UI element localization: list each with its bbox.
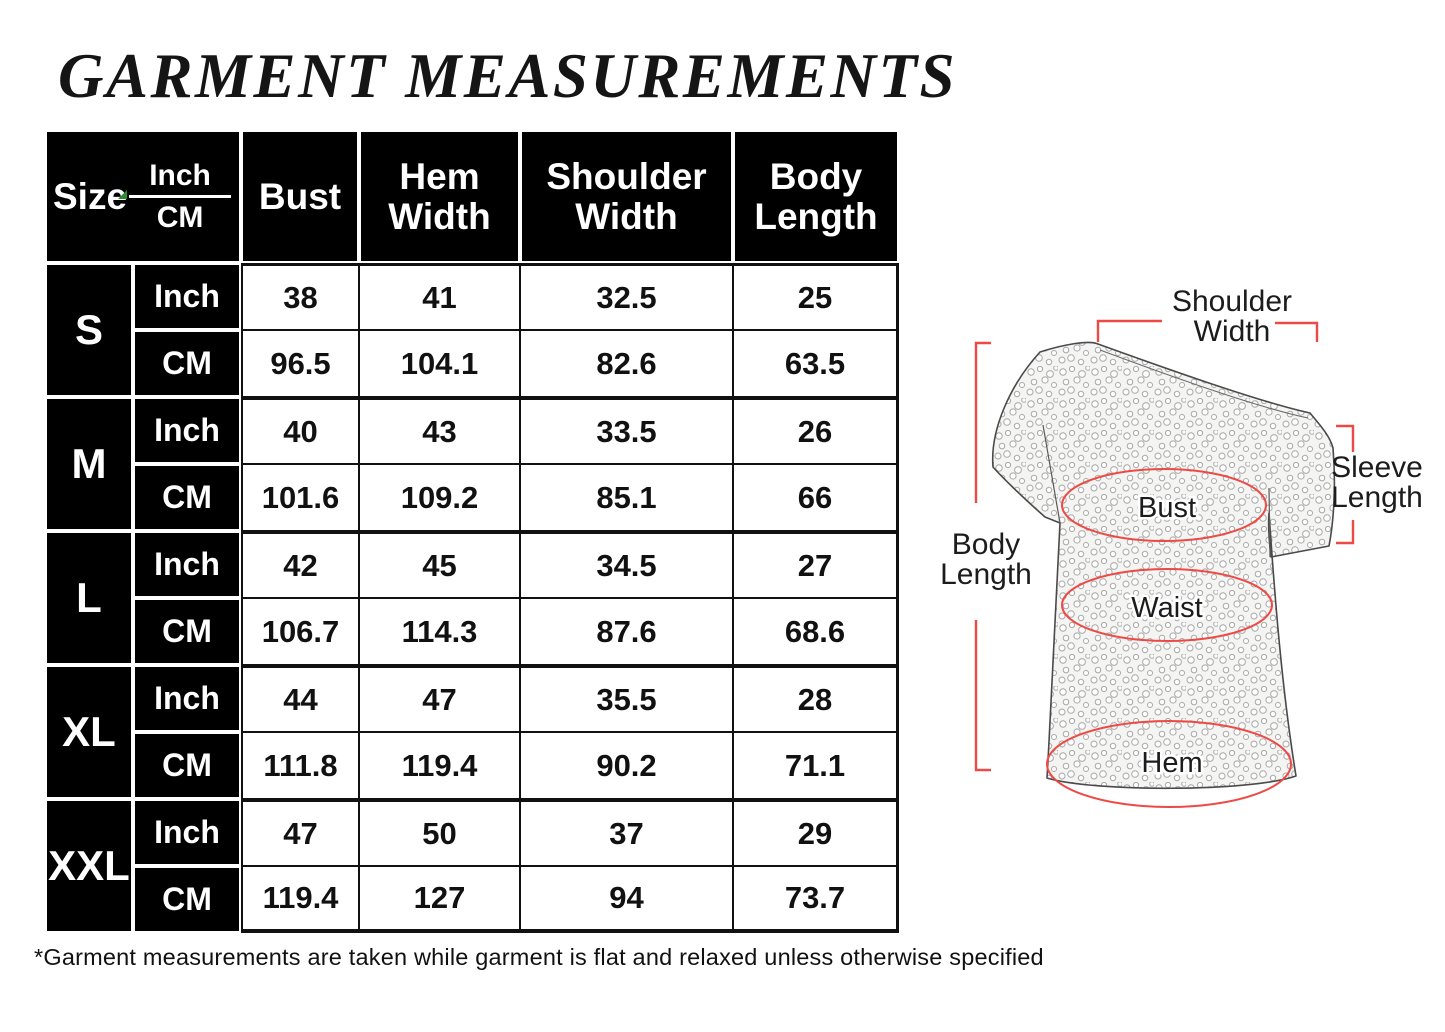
sleeve-length-bracket-bottom xyxy=(1336,520,1355,545)
sleeve-length-bracket-top xyxy=(1336,424,1355,452)
table-cell: 29 xyxy=(733,799,899,866)
size-cell: XXL xyxy=(45,799,133,933)
table-cell: 44 xyxy=(241,665,359,732)
table-cell: 38 xyxy=(241,263,359,330)
column-header-bust: Bust xyxy=(241,130,359,263)
collar-line xyxy=(1099,349,1309,419)
fraction-divider xyxy=(118,190,231,199)
table-cell: 66 xyxy=(733,464,899,531)
table-cell: 32.5 xyxy=(520,263,733,330)
bust-ellipse xyxy=(1061,468,1267,542)
header-size-unit-cell: Size Inch CM xyxy=(45,130,241,263)
table-cell: 109.2 xyxy=(359,464,520,531)
size-cell: XL xyxy=(45,665,133,799)
shoulder-width-label-line2: Width xyxy=(1194,315,1271,348)
size-cell: S xyxy=(45,263,133,397)
unit-cell: Inch xyxy=(133,665,241,732)
table-cell: 73.7 xyxy=(733,866,899,933)
shoulder-width-bracket-right xyxy=(1275,321,1319,342)
unit-cell: CM xyxy=(133,598,241,665)
table-cell: 104.1 xyxy=(359,330,520,397)
unit-cell: Inch xyxy=(133,397,241,464)
table-cell: 68.6 xyxy=(733,598,899,665)
size-cell: L xyxy=(45,531,133,665)
unit-cell: CM xyxy=(133,330,241,397)
table-cell: 40 xyxy=(241,397,359,464)
shoulder-width-bracket-left xyxy=(1096,319,1162,342)
table-cell: 106.7 xyxy=(241,598,359,665)
waist-label: Waist xyxy=(1131,592,1202,624)
unit-cm-label: CM xyxy=(156,201,204,234)
table-cell: 27 xyxy=(733,531,899,598)
table-cell: 47 xyxy=(241,799,359,866)
size-table: Size Inch CM Bust Hem Width Shoulder Wid… xyxy=(45,130,899,933)
table-cell: 96.5 xyxy=(241,330,359,397)
hem-ellipse xyxy=(1046,720,1292,808)
table-cell: 41 xyxy=(359,263,520,330)
table-cell: 63.5 xyxy=(733,330,899,397)
table-cell: 111.8 xyxy=(241,732,359,799)
table-cell: 25 xyxy=(733,263,899,330)
table-cell: 50 xyxy=(359,799,520,866)
unit-fraction: Inch CM xyxy=(118,159,231,234)
table-cell: 90.2 xyxy=(520,732,733,799)
table-cell: 28 xyxy=(733,665,899,732)
table-cell: 45 xyxy=(359,531,520,598)
footnote: *Garment measurements are taken while ga… xyxy=(34,944,1044,970)
table-cell: 37 xyxy=(520,799,733,866)
body-length-bracket-top xyxy=(974,341,991,503)
table-cell: 85.1 xyxy=(520,464,733,531)
body-length-label-line1: Body xyxy=(952,528,1020,561)
unit-cell: Inch xyxy=(133,531,241,598)
table-cell: 127 xyxy=(359,866,520,933)
table-cell: 71.1 xyxy=(733,732,899,799)
table-cell: 47 xyxy=(359,665,520,732)
garment-diagram: Bust Waist Hem Shoulder Width Sleeve Len… xyxy=(940,285,1423,808)
hem-label: Hem xyxy=(1141,747,1202,779)
left-sleeve-seam xyxy=(1042,424,1061,524)
table-cell: 43 xyxy=(359,397,520,464)
table-cell: 35.5 xyxy=(520,665,733,732)
waist-ellipse xyxy=(1061,568,1273,642)
body-length-bracket-bottom xyxy=(974,620,991,772)
table-cell: 101.6 xyxy=(241,464,359,531)
unit-cell: Inch xyxy=(133,799,241,866)
column-header-hem-width: Hem Width xyxy=(359,130,520,263)
green-mark-icon xyxy=(118,190,128,199)
unit-cell: Inch xyxy=(133,263,241,330)
table-cell: 114.3 xyxy=(359,598,520,665)
size-label: Size xyxy=(53,175,128,217)
body-length-label-line2: Length xyxy=(940,558,1032,591)
table-cell: 26 xyxy=(733,397,899,464)
table-cell: 87.6 xyxy=(520,598,733,665)
unit-inch-label: Inch xyxy=(149,159,211,192)
table-cell: 119.4 xyxy=(359,732,520,799)
size-cell: M xyxy=(45,397,133,531)
page-title: GARMENT MEASUREMENTS xyxy=(58,41,957,111)
table-cell: 119.4 xyxy=(241,866,359,933)
table-cell: 82.6 xyxy=(520,330,733,397)
table-cell: 34.5 xyxy=(520,531,733,598)
column-header-body-length: Body Length xyxy=(733,130,899,263)
right-sleeve-seam xyxy=(1268,487,1271,558)
sleeve-length-label-line2: Length xyxy=(1331,481,1423,514)
shoulder-width-label-line1: Shoulder xyxy=(1172,285,1292,318)
table-cell: 94 xyxy=(520,866,733,933)
unit-cell: CM xyxy=(133,464,241,531)
sleeve-length-label-line1: Sleeve xyxy=(1331,451,1423,484)
unit-cell: CM xyxy=(133,732,241,799)
shirt-outline xyxy=(991,341,1336,790)
unit-cell: CM xyxy=(133,866,241,933)
column-header-shoulder-width: Shoulder Width xyxy=(520,130,733,263)
table-cell: 42 xyxy=(241,531,359,598)
bust-label: Bust xyxy=(1138,492,1196,524)
table-cell: 33.5 xyxy=(520,397,733,464)
